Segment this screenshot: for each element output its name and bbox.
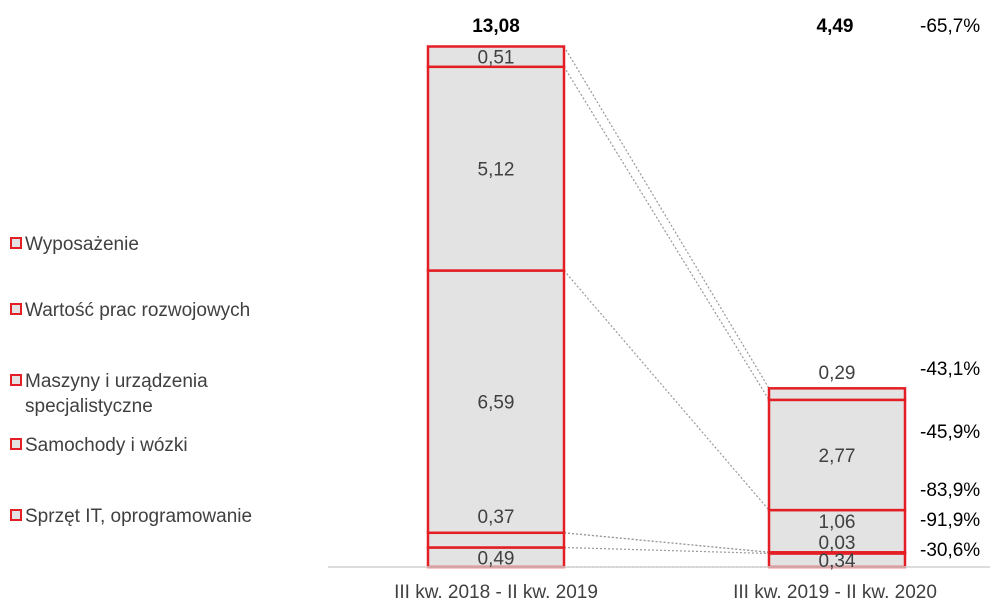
legend-swatch: [10, 438, 22, 450]
change-label-prace-rozwojowe: -45,9%: [920, 422, 980, 443]
connector-top-wyposazenie: [563, 46, 770, 389]
legend-swatch: [10, 303, 22, 315]
connector-top-samochody: [563, 532, 770, 553]
legend-label: Sprzęt IT, oprogramowanie: [25, 506, 252, 527]
change-label-total: -65,7%: [920, 16, 980, 37]
legend-item-sprzet-it: Sprzęt IT, oprogramowanie: [10, 506, 252, 527]
connector-samochody-extra: [563, 532, 770, 553]
legend-label-line2: specjalistyczne: [25, 396, 153, 417]
connector-top-prace-rozwojowe: [563, 66, 770, 401]
legend-label: Maszyny i urządzenia: [25, 371, 208, 392]
bar-segments: [426, 45, 907, 569]
legend: Wyposażenie Wartość prac rozwojowych Mas…: [10, 234, 252, 527]
legend-swatch: [10, 509, 22, 521]
legend-swatch: [10, 237, 22, 249]
legend-item-samochody: Samochody i wózki: [10, 435, 188, 456]
change-label-samochody: -91,9%: [920, 510, 980, 531]
value-labels: 0,49 0,37 6,59 5,12 0,51 0,340,031,06 2,77 0,29: [478, 48, 856, 572]
total-label-0: 13,08: [472, 16, 520, 37]
legend-swatch: [10, 374, 22, 386]
value-label-sprzet-it-0: 0,49: [478, 548, 515, 569]
legend-label: Wyposażenie: [25, 234, 139, 255]
bar-prace-rozwojowe-1: [767, 398, 907, 512]
bar-wyposazenie-0: [426, 45, 566, 69]
bar-maszyny-0: [426, 269, 566, 535]
value-label-prace-rozwojowe-1: 2,77: [819, 446, 856, 467]
legend-label: Wartość prac rozwojowych: [25, 300, 250, 321]
value-label-prace-rozwojowe-0: 5,12: [478, 160, 515, 181]
legend-label: Samochody i wózki: [25, 435, 188, 456]
change-label-wyposazenie: -43,1%: [920, 359, 980, 380]
value-label-maszyny-1: 1,06: [819, 512, 856, 533]
bar-wyposazenie-1: [767, 387, 907, 402]
bar-samochody-0: [426, 531, 566, 549]
connector-top-sprzet-it: [563, 546, 770, 555]
value-label-sprzet-it-1: 0,34: [819, 551, 856, 572]
change-label-sprzet-it: -30,6%: [920, 540, 980, 561]
value-label-wyposazenie-0: 0,51: [478, 48, 515, 69]
connector-lines: [563, 46, 770, 568]
category-label-0: III kw. 2018 - II kw. 2019: [394, 582, 598, 603]
total-label-1: 4,49: [817, 16, 854, 37]
value-label-maszyny-0: 6,59: [478, 393, 515, 414]
legend-item-wyposazenie: Wyposażenie: [10, 234, 139, 255]
connector-top-maszyny: [563, 270, 770, 511]
value-label-wyposazenie-1: 0,29: [819, 363, 856, 384]
value-label-samochody-1: 0,03: [819, 533, 856, 554]
change-label-maszyny: -83,9%: [920, 480, 980, 501]
category-label-1: III kw. 2019 - II kw. 2020: [733, 582, 937, 603]
legend-item-prace-rozwojowe: Wartość prac rozwojowych: [10, 300, 250, 321]
legend-item-maszyny: Maszyny i urządzenia specjalistyczne: [10, 371, 208, 417]
value-label-samochody-0: 0,37: [478, 507, 515, 528]
